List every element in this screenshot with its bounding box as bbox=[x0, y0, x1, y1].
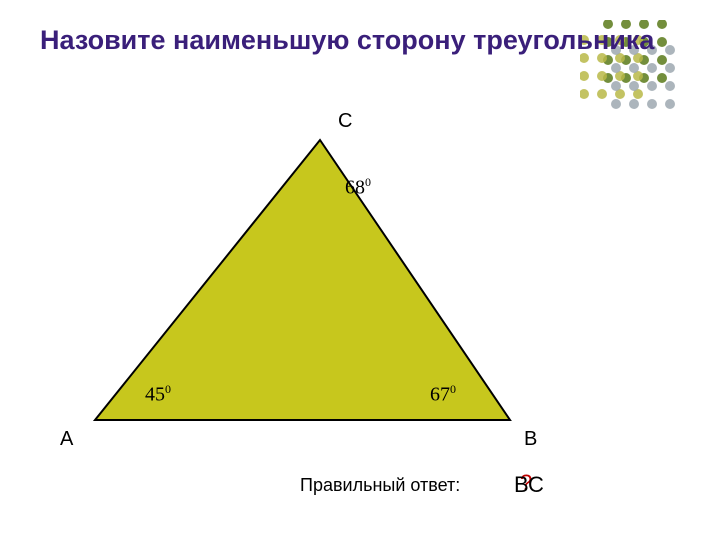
angle-label-b: 670 bbox=[430, 382, 456, 407]
answer-value: ВС bbox=[514, 472, 544, 498]
vertex-label-b: В bbox=[524, 428, 537, 451]
angle-label-a: 450 bbox=[145, 382, 171, 407]
answer-prompt: Правильный ответ: bbox=[300, 475, 460, 496]
vertex-label-c: С bbox=[338, 110, 352, 133]
vertex-label-a: А bbox=[60, 428, 73, 451]
triangle-diagram bbox=[0, 0, 720, 540]
angle-label-c: 680 bbox=[345, 175, 371, 200]
